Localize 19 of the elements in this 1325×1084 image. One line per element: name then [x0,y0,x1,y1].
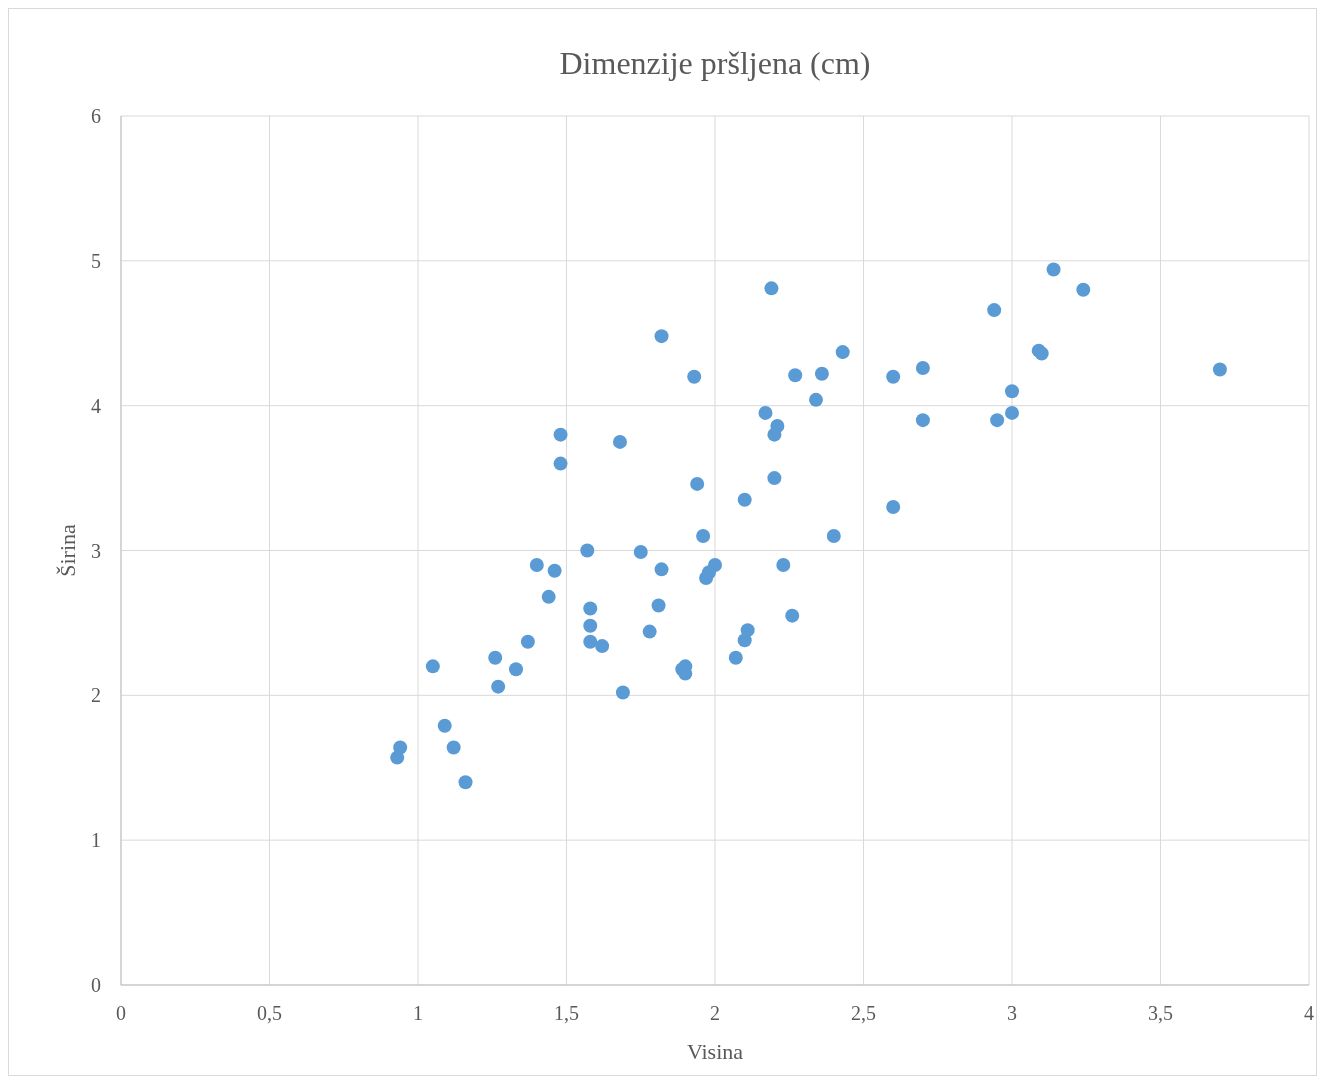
x-tick-label: 0,5 [257,1002,282,1024]
x-tick-label: 0 [116,1002,126,1024]
y-tick-label: 5 [91,249,101,272]
y-tick-label: 0 [91,974,101,996]
x-axis-title: Visina [686,1039,744,1064]
x-tick-label: 3,5 [1148,1002,1173,1024]
y-tick-label: 6 [91,105,101,127]
chart-title: Dimenzije pršljena (cm) [559,45,871,81]
y-axis-title: Širina [55,524,80,577]
y-tick-label: 3 [91,539,101,562]
x-tick-label: 3 [1007,1002,1017,1024]
x-tick-label: 4 [1304,1002,1314,1024]
y-tick-label: 4 [91,394,101,417]
y-tick-label: 1 [91,829,101,852]
x-tick-label: 2,5 [851,1002,876,1024]
x-tick-label: 2 [710,1002,720,1024]
x-tick-label: 1 [413,1002,423,1024]
x-tick-label: 1,5 [554,1002,579,1024]
y-tick-label: 2 [91,684,101,707]
